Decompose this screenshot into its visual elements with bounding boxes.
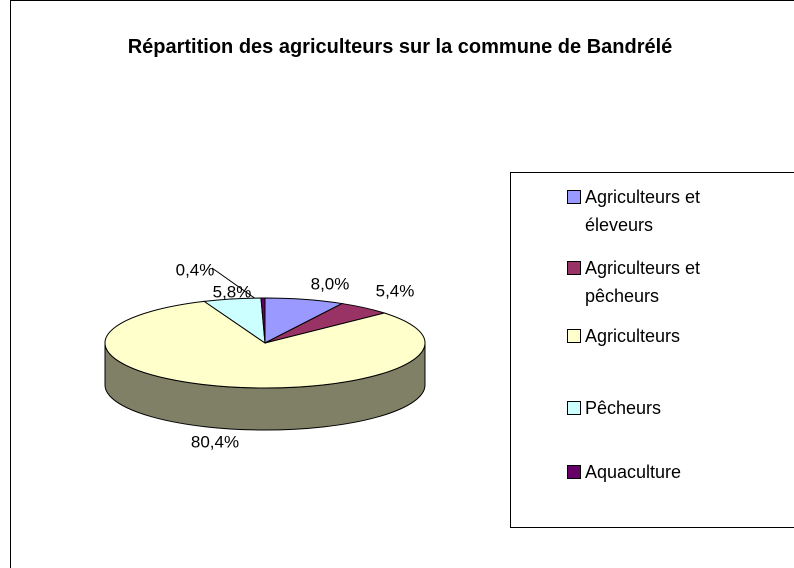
legend-label: Agriculteurs et éleveurs xyxy=(585,187,701,235)
chart-frame xyxy=(10,0,794,568)
legend-swatch xyxy=(567,190,581,204)
legend: Agriculteurs et éleveurs Agriculteurs et … xyxy=(510,172,794,528)
legend-label: Pêcheurs xyxy=(585,398,662,418)
legend-label: Agriculteurs et pêcheurs xyxy=(585,258,701,306)
legend-swatch xyxy=(567,401,581,415)
chart-title: Répartition des agriculteurs sur la comm… xyxy=(127,36,673,58)
pie-slice xyxy=(260,297,266,344)
data-label: 5,4% xyxy=(376,281,415,300)
legend-label: Aquaculture xyxy=(585,462,682,482)
data-label: 5,8% xyxy=(213,282,252,301)
data-label: 80,4% xyxy=(191,432,239,451)
legend-label: Agriculteurs xyxy=(585,326,681,346)
pie-slice xyxy=(104,300,426,389)
legend-swatch xyxy=(567,465,581,479)
data-label: 0,4% xyxy=(176,260,215,279)
legend-swatch xyxy=(567,329,581,343)
legend-swatch xyxy=(567,261,581,275)
data-label: 8,0% xyxy=(311,274,350,293)
